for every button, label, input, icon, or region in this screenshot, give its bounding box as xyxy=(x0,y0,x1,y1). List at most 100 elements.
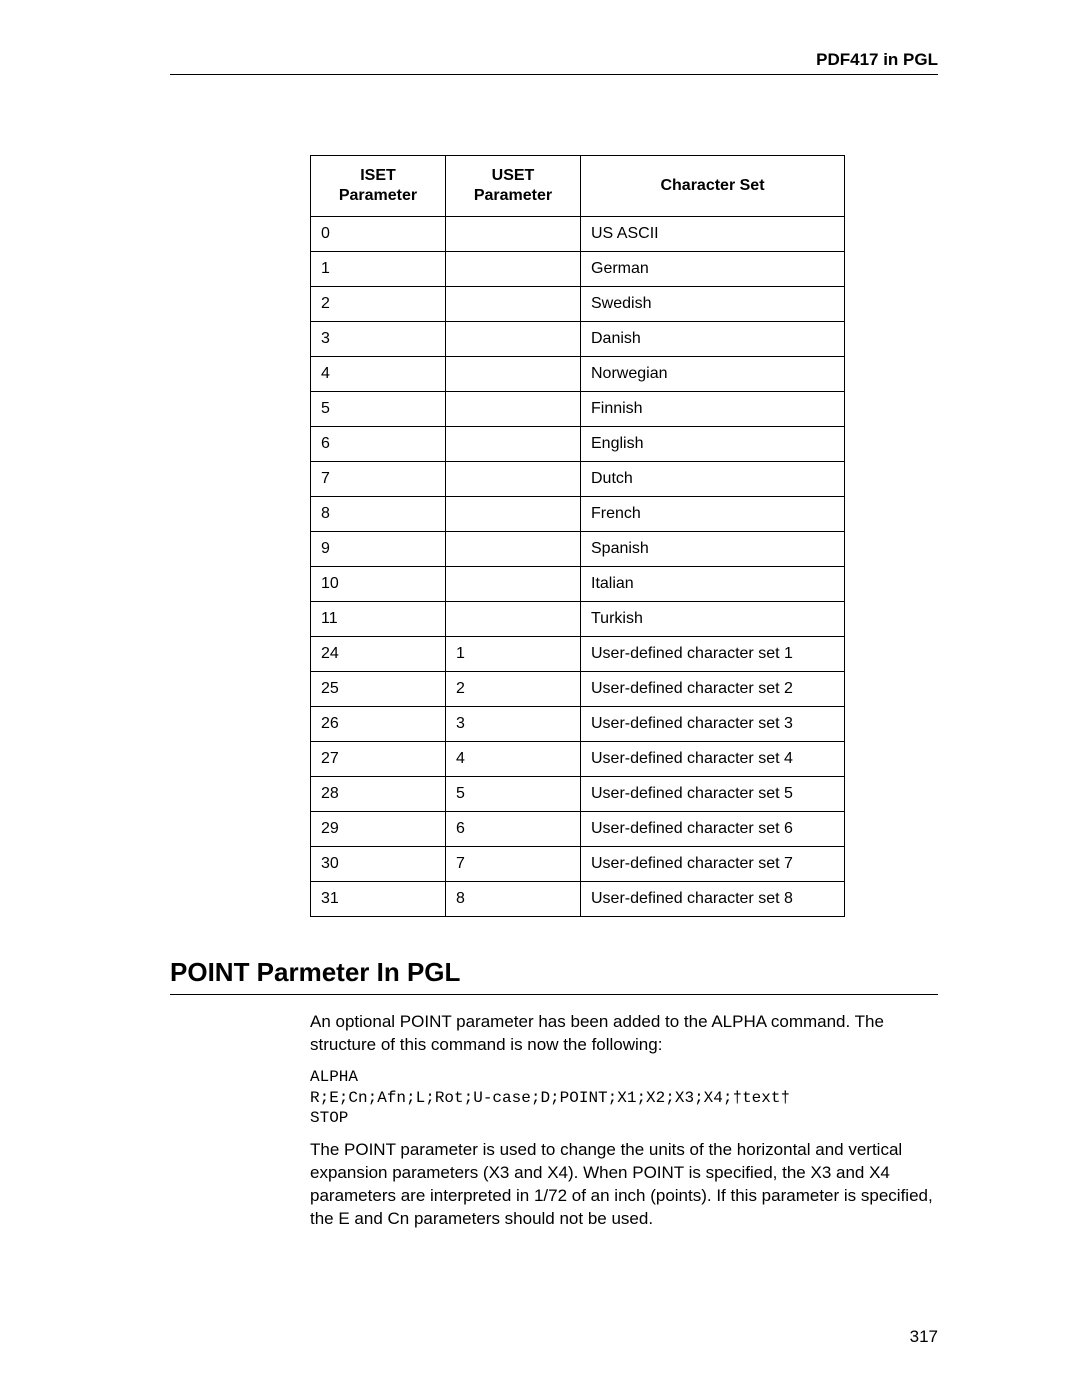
table-row: 296User-defined character set 6 xyxy=(311,812,845,847)
table-row: 8 French xyxy=(311,497,845,532)
cell-uset xyxy=(446,602,581,637)
col-header-uset-l2: Parameter xyxy=(474,187,552,204)
cell-iset: 31 xyxy=(311,882,446,917)
cell-iset: 27 xyxy=(311,742,446,777)
col-header-iset-l1: ISET xyxy=(360,167,396,184)
cell-charset: User-defined character set 8 xyxy=(581,882,845,917)
cell-uset: 4 xyxy=(446,742,581,777)
col-header-iset-l2: Parameter xyxy=(339,187,417,204)
cell-uset xyxy=(446,287,581,322)
cell-iset: 2 xyxy=(311,287,446,322)
cell-charset: German xyxy=(581,252,845,287)
table-row: 263User-defined character set 3 xyxy=(311,707,845,742)
cell-iset: 25 xyxy=(311,672,446,707)
col-header-uset-l1: USET xyxy=(492,167,535,184)
cell-iset: 7 xyxy=(311,462,446,497)
cell-iset: 6 xyxy=(311,427,446,462)
table-row: 4 Norwegian xyxy=(311,357,845,392)
charset-table: ISET Parameter USET Parameter Character … xyxy=(310,155,845,917)
table-row: 0 US ASCII xyxy=(311,217,845,252)
section-title: POINT Parmeter In PGL xyxy=(170,957,938,988)
table-row: 5 Finnish xyxy=(311,392,845,427)
cell-iset: 4 xyxy=(311,357,446,392)
cell-charset: US ASCII xyxy=(581,217,845,252)
cell-charset: Italian xyxy=(581,567,845,602)
cell-iset: 1 xyxy=(311,252,446,287)
cell-charset: Spanish xyxy=(581,532,845,567)
charset-table-wrap: ISET Parameter USET Parameter Character … xyxy=(310,155,938,917)
table-row: 2 Swedish xyxy=(311,287,845,322)
cell-iset: 28 xyxy=(311,777,446,812)
table-row: 7 Dutch xyxy=(311,462,845,497)
running-head: PDF417 in PGL xyxy=(170,50,938,70)
cell-iset: 3 xyxy=(311,322,446,357)
cell-uset xyxy=(446,462,581,497)
table-row: 1 German xyxy=(311,252,845,287)
cell-charset: Swedish xyxy=(581,287,845,322)
table-row: 274User-defined character set 4 xyxy=(311,742,845,777)
table-row: 285User-defined character set 5 xyxy=(311,777,845,812)
cell-uset xyxy=(446,252,581,287)
cell-iset: 8 xyxy=(311,497,446,532)
cell-charset: Finnish xyxy=(581,392,845,427)
cell-uset: 5 xyxy=(446,777,581,812)
cell-uset xyxy=(446,357,581,392)
cell-uset xyxy=(446,392,581,427)
cell-uset xyxy=(446,497,581,532)
cell-iset: 24 xyxy=(311,637,446,672)
table-row: 6 English xyxy=(311,427,845,462)
header-rule xyxy=(170,74,938,75)
section-para2: The POINT parameter is used to change th… xyxy=(310,1139,938,1231)
table-row: 10 Italian xyxy=(311,567,845,602)
cell-charset: French xyxy=(581,497,845,532)
cell-uset xyxy=(446,427,581,462)
section-intro: An optional POINT parameter has been add… xyxy=(310,1011,938,1057)
cell-charset: Dutch xyxy=(581,462,845,497)
cell-uset: 3 xyxy=(446,707,581,742)
col-header-iset: ISET Parameter xyxy=(311,156,446,217)
cell-uset xyxy=(446,217,581,252)
table-row: 3 Danish xyxy=(311,322,845,357)
cell-charset: User-defined character set 2 xyxy=(581,672,845,707)
cell-uset: 1 xyxy=(446,637,581,672)
cell-charset: User-defined character set 7 xyxy=(581,847,845,882)
cell-iset: 30 xyxy=(311,847,446,882)
cell-iset: 26 xyxy=(311,707,446,742)
cell-charset: English xyxy=(581,427,845,462)
cell-iset: 11 xyxy=(311,602,446,637)
page-number: 317 xyxy=(910,1327,938,1347)
cell-charset: User-defined character set 6 xyxy=(581,812,845,847)
table-row: 307User-defined character set 7 xyxy=(311,847,845,882)
cell-charset: Norwegian xyxy=(581,357,845,392)
table-row: 9 Spanish xyxy=(311,532,845,567)
cell-charset: User-defined character set 1 xyxy=(581,637,845,672)
col-header-uset: USET Parameter xyxy=(446,156,581,217)
cell-uset: 2 xyxy=(446,672,581,707)
cell-iset: 0 xyxy=(311,217,446,252)
table-header-row: ISET Parameter USET Parameter Character … xyxy=(311,156,845,217)
cell-iset: 29 xyxy=(311,812,446,847)
cell-uset xyxy=(446,532,581,567)
section-body: An optional POINT parameter has been add… xyxy=(310,1011,938,1231)
col-header-charset: Character Set xyxy=(581,156,845,217)
cell-iset: 10 xyxy=(311,567,446,602)
table-row: 241User-defined character set 1 xyxy=(311,637,845,672)
cell-uset: 6 xyxy=(446,812,581,847)
table-row: 318User-defined character set 8 xyxy=(311,882,845,917)
cell-iset: 5 xyxy=(311,392,446,427)
code-block: ALPHA R;E;Cn;Afn;L;Rot;U-case;D;POINT;X1… xyxy=(310,1067,938,1129)
cell-charset: User-defined character set 5 xyxy=(581,777,845,812)
table-row: 252User-defined character set 2 xyxy=(311,672,845,707)
cell-charset: User-defined character set 4 xyxy=(581,742,845,777)
cell-charset: User-defined character set 3 xyxy=(581,707,845,742)
cell-uset: 8 xyxy=(446,882,581,917)
cell-uset: 7 xyxy=(446,847,581,882)
section-rule xyxy=(170,994,938,995)
cell-uset xyxy=(446,322,581,357)
cell-iset: 9 xyxy=(311,532,446,567)
page: PDF417 in PGL ISET Parameter USET Parame… xyxy=(0,0,1080,1397)
cell-charset: Turkish xyxy=(581,602,845,637)
cell-charset: Danish xyxy=(581,322,845,357)
table-row: 11 Turkish xyxy=(311,602,845,637)
charset-tbody: 0 US ASCII 1 German 2 Swedish 3 Danish 4 Norwegia… xyxy=(311,217,845,917)
